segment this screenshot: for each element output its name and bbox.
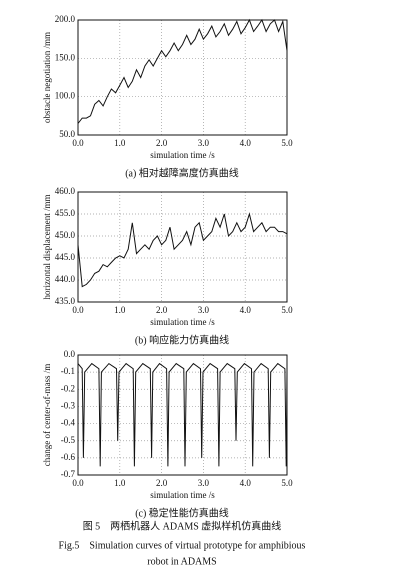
y-tick-label: -0.5 xyxy=(61,435,76,445)
x-tick-label: 5.0 xyxy=(281,305,293,315)
plot-frame xyxy=(77,191,288,303)
x-tick-label: 1.0 xyxy=(114,478,126,488)
y-tick-label: 0.0 xyxy=(64,349,76,359)
x-tick-label: 2.0 xyxy=(156,478,168,488)
line-series xyxy=(77,362,288,467)
y-tick-label: 100.0 xyxy=(55,91,76,101)
figure-caption-en: robot in ADAMS xyxy=(147,556,216,567)
y-tick-label: -0.3 xyxy=(61,400,76,410)
y-tick-label: 440.0 xyxy=(55,274,76,284)
chart-caption: (b) 响应能力仿真曲线 xyxy=(135,333,229,346)
plot-frame xyxy=(77,354,288,476)
line-series xyxy=(77,212,288,288)
x-axis-label: simulation time /s xyxy=(150,490,215,500)
y-tick-label: 200.0 xyxy=(55,14,76,24)
x-tick-label: 4.0 xyxy=(240,138,252,148)
y-axis-label: change of center-of-mass /m xyxy=(42,364,52,467)
y-tick-label: 435.0 xyxy=(55,296,76,306)
x-tick-label: 2.0 xyxy=(156,305,168,315)
y-axis-label: obstacle negotiation /mm xyxy=(42,32,52,123)
plot-frame xyxy=(77,19,288,136)
x-tick-label: 4.0 xyxy=(240,478,252,488)
x-tick-label: 0.0 xyxy=(72,305,84,315)
figure-caption-en: Fig.5 Simulation curves of virtual proto… xyxy=(59,540,306,551)
y-tick-label: 50.0 xyxy=(59,129,75,139)
x-tick-label: 2.0 xyxy=(156,138,168,148)
y-tick-label: 150.0 xyxy=(55,52,76,62)
y-tick-label: -0.6 xyxy=(61,452,76,462)
y-tick-label: 450.0 xyxy=(55,230,76,240)
y-tick-label: -0.1 xyxy=(61,366,75,376)
x-tick-label: 3.0 xyxy=(198,305,210,315)
x-tick-label: 0.0 xyxy=(72,138,84,148)
chart-caption: (c) 稳定性能仿真曲线 xyxy=(135,506,229,519)
x-tick-label: 5.0 xyxy=(281,138,293,148)
y-tick-label: 460.0 xyxy=(55,186,76,196)
x-tick-label: 3.0 xyxy=(198,138,210,148)
y-tick-label: 455.0 xyxy=(55,208,76,218)
y-tick-label: -0.7 xyxy=(61,469,76,479)
y-axis-label: horizontal displacement /mm xyxy=(42,195,52,300)
y-tick-label: -0.4 xyxy=(61,418,76,428)
line-series xyxy=(77,18,288,124)
chart-caption: (a) 相对越障高度仿真曲线 xyxy=(125,166,239,179)
x-axis-label: simulation time /s xyxy=(150,150,215,160)
y-tick-label: 445.0 xyxy=(55,252,76,262)
x-tick-label: 4.0 xyxy=(240,305,252,315)
x-tick-label: 0.0 xyxy=(72,478,84,488)
x-axis-label: simulation time /s xyxy=(150,317,215,327)
x-tick-label: 3.0 xyxy=(198,478,210,488)
x-tick-label: 1.0 xyxy=(114,305,126,315)
x-tick-label: 5.0 xyxy=(281,478,293,488)
figure-caption-cn: 图 5 两栖机器人 ADAMS 虚拟样机仿真曲线 xyxy=(83,519,282,532)
x-tick-label: 1.0 xyxy=(114,138,126,148)
y-tick-label: -0.2 xyxy=(61,383,75,393)
